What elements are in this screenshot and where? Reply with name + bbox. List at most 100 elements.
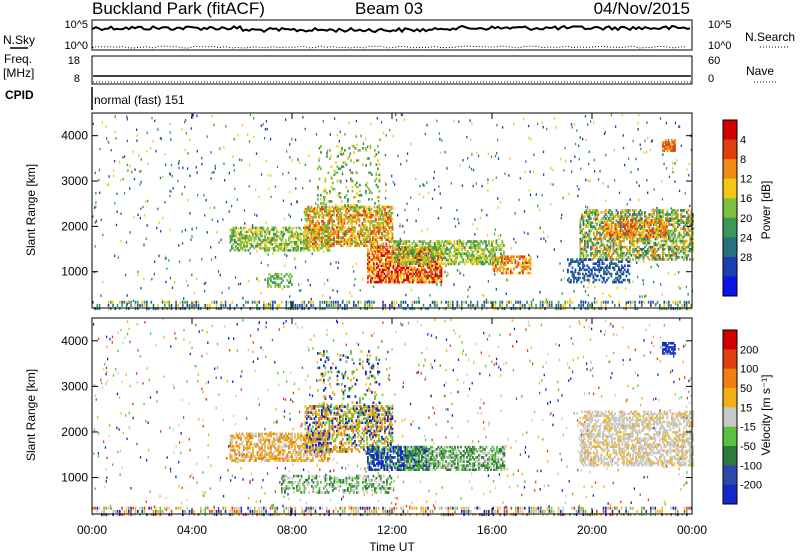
power-cell	[457, 269, 458, 272]
power-cell	[689, 258, 691, 261]
power-cell	[529, 304, 531, 307]
power-cell	[571, 170, 572, 173]
power-cell	[305, 128, 306, 131]
power-cell	[256, 152, 257, 155]
power-cell	[585, 179, 586, 182]
power-cell	[484, 304, 486, 307]
power-cell	[334, 117, 335, 120]
power-cell	[337, 145, 339, 148]
power-cell	[426, 181, 427, 184]
power-cell	[525, 257, 527, 260]
power-cell	[577, 195, 578, 198]
power-cell	[137, 274, 138, 277]
power-cell	[428, 257, 430, 260]
power-cell	[343, 165, 345, 168]
power-cell	[113, 169, 114, 172]
power-cell	[537, 255, 538, 257]
power-cell	[512, 272, 514, 275]
power-cell	[594, 297, 595, 300]
power-cell	[270, 196, 271, 199]
power-cell	[565, 160, 566, 163]
power-cell	[142, 301, 144, 304]
power-cell	[325, 196, 327, 199]
power-cell	[140, 217, 141, 220]
power-cell	[530, 272, 532, 275]
power-cell	[543, 237, 544, 240]
power-cell	[535, 304, 537, 307]
power-cell	[283, 200, 284, 203]
power-cell	[630, 304, 632, 307]
power-cell	[412, 304, 414, 307]
power-cell	[395, 114, 396, 117]
power-cell	[391, 175, 392, 178]
power-cell	[400, 240, 402, 243]
power-cell	[340, 192, 342, 195]
power-cell	[268, 187, 269, 190]
power-cell	[223, 146, 224, 149]
power-cell	[151, 278, 152, 281]
power-cell	[554, 248, 555, 251]
power-cell	[297, 304, 299, 307]
power-cell	[196, 171, 197, 174]
power-cell	[238, 134, 239, 137]
power-cell	[615, 125, 616, 128]
power-cell	[193, 304, 195, 307]
power-cell	[594, 301, 596, 304]
power-cell	[301, 304, 303, 307]
power-cell	[353, 304, 355, 307]
power-cell	[605, 199, 606, 202]
power-cell	[436, 304, 438, 307]
power-cell	[262, 123, 263, 126]
power-cell	[392, 222, 394, 225]
power-cell	[678, 285, 679, 288]
power-cell	[356, 204, 358, 207]
power-cell	[353, 151, 355, 154]
power-cell	[657, 301, 659, 304]
power-cell	[142, 304, 144, 307]
power-cell	[325, 204, 327, 207]
power-cell	[503, 250, 505, 253]
power-cell	[686, 168, 687, 171]
power-cell	[458, 222, 459, 225]
power-cell	[317, 204, 319, 207]
power-cell	[341, 200, 343, 203]
power-cell	[641, 301, 643, 304]
power-cell	[594, 159, 595, 162]
power-cell	[637, 168, 638, 171]
power-cell	[288, 171, 289, 174]
power-cell	[310, 301, 312, 304]
power-cell	[546, 298, 547, 301]
power-cell	[650, 304, 652, 307]
power-cell	[342, 171, 343, 174]
power-cell	[506, 304, 508, 307]
power-cell	[526, 301, 528, 304]
power-cell	[629, 209, 631, 212]
power-cell	[477, 228, 478, 231]
freq-unit: [MHz]	[3, 66, 34, 80]
power-cell	[217, 220, 218, 223]
power-cell	[93, 123, 94, 126]
power-cell	[626, 246, 628, 249]
power-cell	[322, 295, 323, 298]
power-cell	[265, 278, 266, 281]
power-cell	[337, 155, 339, 158]
power-cell	[267, 128, 268, 131]
power-cell	[419, 185, 420, 188]
power-cell	[563, 169, 564, 172]
power-cell	[425, 133, 426, 136]
power-cell	[598, 242, 600, 245]
power-cell	[162, 301, 164, 304]
power-cell	[266, 120, 267, 123]
power-cell	[585, 301, 587, 304]
power-cell	[143, 278, 144, 281]
power-cell	[543, 173, 544, 176]
power-cell	[540, 238, 541, 241]
power-cell	[165, 258, 166, 261]
power-cell	[688, 301, 690, 304]
power-cell	[289, 156, 290, 159]
power-cell	[664, 258, 666, 261]
power-cell	[299, 161, 300, 164]
power-cell	[662, 153, 663, 156]
power-cell	[587, 206, 588, 209]
power-cell	[359, 149, 361, 152]
